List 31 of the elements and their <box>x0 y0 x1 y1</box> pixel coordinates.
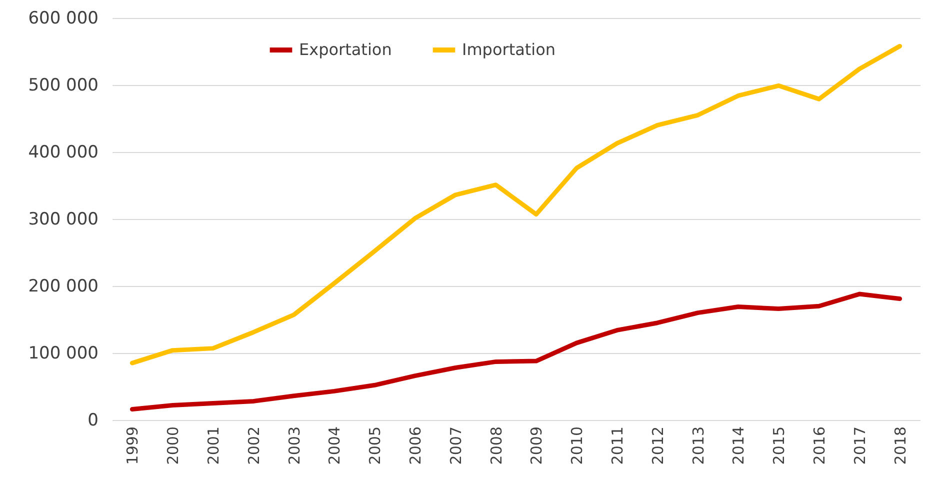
x-tick-label: 2017 <box>850 426 869 465</box>
x-tick-label: 2010 <box>568 426 586 465</box>
y-tick-label: 600 000 <box>28 8 98 28</box>
x-tick-label: 2012 <box>648 426 667 465</box>
x-tick-label: 2007 <box>446 426 465 465</box>
x-tick-label: 2000 <box>164 426 182 465</box>
line-series <box>130 292 902 412</box>
x-tick-label: 2005 <box>366 426 384 465</box>
x-tick-label: 1999 <box>124 426 142 465</box>
x-tick-label: 2013 <box>689 426 708 465</box>
x-tick-label: 2002 <box>244 426 263 465</box>
x-tick-label: 2008 <box>487 426 506 465</box>
x-tick-label: 2001 <box>204 426 222 465</box>
x-tick-label: 2018 <box>891 426 910 465</box>
x-tick-label: 2015 <box>770 426 788 465</box>
legend-label: Exportation <box>299 40 392 59</box>
x-tick-label: 2006 <box>406 426 424 465</box>
x-tick-label: 2016 <box>810 426 828 465</box>
x-tick-label: 2011 <box>608 426 626 465</box>
y-tick-label: 500 000 <box>28 76 98 96</box>
y-tick-label: 200 000 <box>28 276 98 296</box>
y-tick-label: 300 000 <box>28 210 98 230</box>
x-tick-label: 2004 <box>326 426 344 465</box>
y-tick-label: 0 <box>88 410 98 430</box>
line-series <box>130 44 902 366</box>
x-tick-label: 2014 <box>730 426 748 465</box>
y-tick-label: 400 000 <box>28 142 98 162</box>
legend-label: Importation <box>462 40 556 59</box>
x-tick-label: 2003 <box>285 426 304 465</box>
y-tick-label: 100 000 <box>28 344 98 364</box>
x-tick-label: 2009 <box>528 426 546 465</box>
